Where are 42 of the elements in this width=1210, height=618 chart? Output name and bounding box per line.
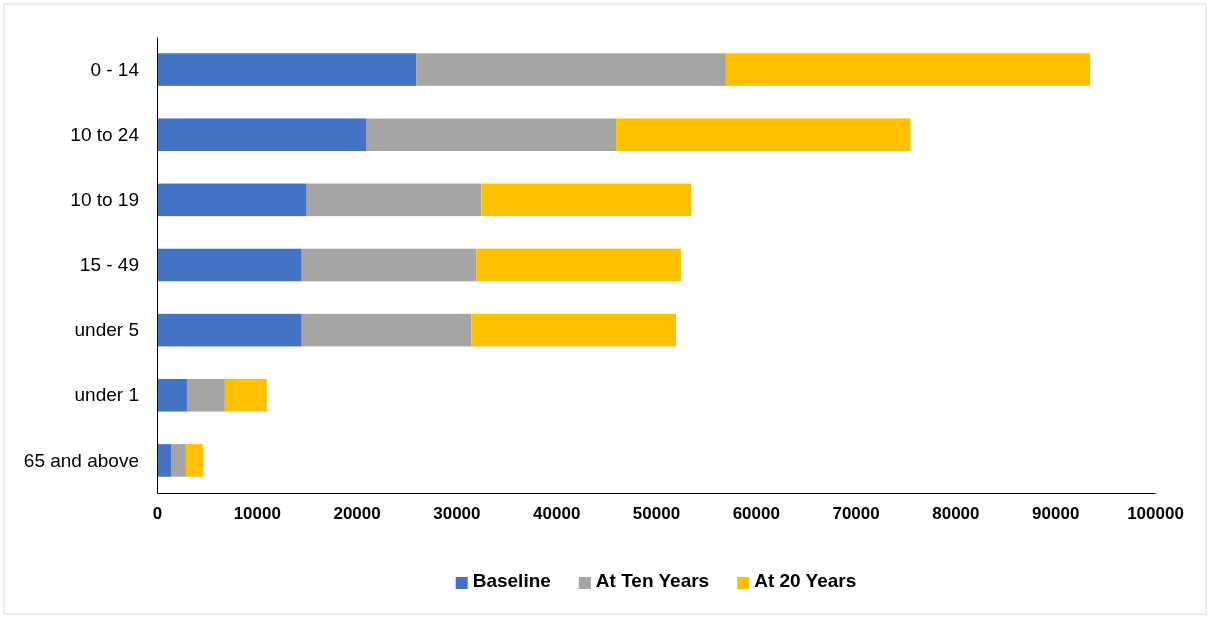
bar (306, 183, 482, 217)
y-tick-label: 10 to 19 (70, 188, 139, 210)
bar (416, 53, 726, 86)
x-tick-label: 20000 (333, 504, 381, 524)
bar (366, 118, 617, 151)
x-tick-label: 10000 (233, 504, 281, 524)
bar (301, 313, 472, 347)
x-tick-label: 40000 (533, 504, 581, 524)
y-tick-label: under 5 (74, 319, 139, 341)
x-tick-label: 50000 (632, 504, 681, 524)
bar (157, 444, 171, 477)
x-tick-label: 100000 (1127, 504, 1184, 524)
bar (157, 118, 367, 151)
y-tick-label: 65 and above (23, 449, 139, 471)
bar (186, 379, 225, 412)
legend-label: At 20 Years (754, 570, 857, 591)
bar (185, 444, 203, 477)
legend-label: Baseline (472, 570, 551, 591)
bar (170, 444, 186, 477)
x-tick-label: 30000 (433, 504, 481, 524)
y-tick-label: 0 - 14 (90, 58, 140, 80)
y-tick-label: under 1 (74, 384, 139, 406)
bar (224, 379, 267, 412)
legend-label: At Ten Years (595, 570, 710, 591)
y-tick-label: 15 - 49 (79, 254, 139, 276)
x-tick-label: 0 (152, 504, 163, 524)
bar (476, 248, 681, 282)
bar (725, 53, 1091, 86)
bar (157, 53, 417, 86)
bar (157, 183, 307, 217)
x-tick-label: 60000 (732, 504, 780, 524)
y-tick-label: 10 to 24 (70, 123, 140, 145)
x-tick-label: 90000 (1032, 504, 1080, 524)
bar (157, 313, 302, 347)
bar (616, 118, 911, 151)
x-tick-label: 80000 (932, 504, 980, 524)
x-tick-label: 70000 (832, 504, 880, 524)
bar (471, 313, 676, 347)
bar (157, 379, 187, 412)
bar (481, 183, 691, 217)
bar (157, 248, 302, 282)
bar (301, 248, 477, 282)
